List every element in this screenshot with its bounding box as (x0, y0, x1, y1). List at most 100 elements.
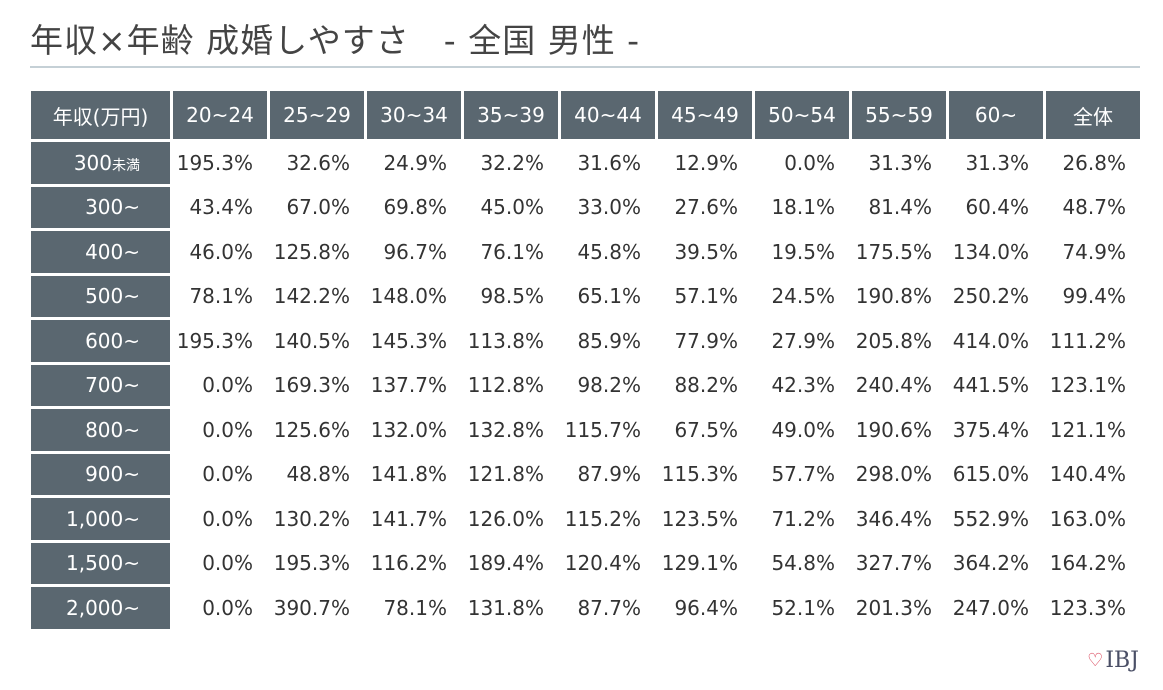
table-cell: 48.7% (1046, 186, 1140, 228)
table-cell: 364.2% (949, 542, 1043, 584)
column-header: 50~54 (755, 91, 849, 139)
row-header: 400~ (31, 231, 170, 273)
heart-icon: ♡ (1087, 650, 1104, 671)
row-header: 600~ (31, 320, 170, 362)
table-row: 600~ 195.3% 140.5% 145.3% 113.8% 85.9% 77.9% 27… (31, 320, 1140, 362)
table-cell: 615.0% (949, 453, 1043, 495)
table-cell: 27.9% (755, 320, 849, 362)
table-cell: 552.9% (949, 498, 1043, 540)
table-cell: 0.0% (173, 542, 267, 584)
table-cell: 32.2% (464, 142, 558, 184)
table-row: 1,000~ 0.0% 130.2% 141.7% 126.0% 115.2% 123.5%… (31, 498, 1140, 540)
table-cell: 132.8% (464, 409, 558, 451)
table-cell: 0.0% (173, 453, 267, 495)
table-row: 300未満 195.3% 32.6% 24.9% 32.2% 31.6% 12.9% 0.0%… (31, 142, 1140, 184)
table-cell: 414.0% (949, 320, 1043, 362)
table-cell: 148.0% (367, 275, 461, 317)
table-row: 1,500~ 0.0% 195.3% 116.2% 189.4% 120.4% 129.1%… (31, 542, 1140, 584)
table-cell: 27.6% (658, 186, 752, 228)
table-cell: 390.7% (270, 587, 364, 629)
table-cell: 71.2% (755, 498, 849, 540)
row-header: 300~ (31, 186, 170, 228)
row-label: 300 (73, 150, 112, 175)
table-cell: 327.7% (852, 542, 946, 584)
table-cell: 123.3% (1046, 587, 1140, 629)
table-cell: 169.3% (270, 364, 364, 406)
row-label: 400~ (85, 239, 140, 264)
table-cell: 45.0% (464, 186, 558, 228)
table-cell: 45.8% (561, 231, 655, 273)
table-cell: 131.8% (464, 587, 558, 629)
row-label: 600~ (85, 328, 140, 353)
data-table: 年収(万円) 20~24 25~29 30~34 35~39 40~44 45~49 50~… (28, 88, 1143, 632)
table-cell: 142.2% (270, 275, 364, 317)
column-header: 30~34 (367, 91, 461, 139)
table-cell: 141.7% (367, 498, 461, 540)
table-cell: 57.1% (658, 275, 752, 317)
table-cell: 126.0% (464, 498, 558, 540)
table-cell: 123.5% (658, 498, 752, 540)
table-cell: 19.5% (755, 231, 849, 273)
table-cell: 175.5% (852, 231, 946, 273)
table-cell: 52.1% (755, 587, 849, 629)
table-cell: 205.8% (852, 320, 946, 362)
table-cell: 201.3% (852, 587, 946, 629)
table-cell: 98.2% (561, 364, 655, 406)
table-cell: 123.1% (1046, 364, 1140, 406)
table-cell: 69.8% (367, 186, 461, 228)
table-cell: 33.0% (561, 186, 655, 228)
table-cell: 247.0% (949, 587, 1043, 629)
column-header: 20~24 (173, 91, 267, 139)
table-cell: 137.7% (367, 364, 461, 406)
table-cell: 0.0% (173, 409, 267, 451)
table-cell: 190.8% (852, 275, 946, 317)
chart-title: 年収×年齢 成婚しやすさ - 全国 男性 - (30, 21, 641, 60)
row-label: 300~ (85, 195, 140, 220)
column-header: 40~44 (561, 91, 655, 139)
table-cell: 87.9% (561, 453, 655, 495)
table-cell: 43.4% (173, 186, 267, 228)
column-header: 60~ (949, 91, 1043, 139)
table-cell: 60.4% (949, 186, 1043, 228)
row-header: 1,000~ (31, 498, 170, 540)
table-cell: 42.3% (755, 364, 849, 406)
row-label-suffix: 未満 (112, 157, 140, 174)
table-cell: 195.3% (173, 320, 267, 362)
table-cell: 113.8% (464, 320, 558, 362)
table-cell: 195.3% (270, 542, 364, 584)
column-header: 55~59 (852, 91, 946, 139)
title-divider (30, 66, 1140, 68)
row-label: 800~ (85, 417, 140, 442)
logo-text: IBJ (1105, 648, 1139, 673)
table-row: 900~ 0.0% 48.8% 141.8% 121.8% 87.9% 115.3% 57.7… (31, 453, 1140, 495)
table-row: 400~ 46.0% 125.8% 96.7% 76.1% 45.8% 39.5% 19.5%… (31, 231, 1140, 273)
table-cell: 76.1% (464, 231, 558, 273)
table-cell: 346.4% (852, 498, 946, 540)
ibj-logo: ♡ IBJ (1087, 648, 1139, 673)
table-cell: 115.7% (561, 409, 655, 451)
table-row: 500~ 78.1% 142.2% 148.0% 98.5% 65.1% 57.1% 24.5… (31, 275, 1140, 317)
column-header: 25~29 (270, 91, 364, 139)
table-cell: 49.0% (755, 409, 849, 451)
row-header: 700~ (31, 364, 170, 406)
column-header: 45~49 (658, 91, 752, 139)
table-cell: 130.2% (270, 498, 364, 540)
table-cell: 375.4% (949, 409, 1043, 451)
table-cell: 67.5% (658, 409, 752, 451)
table-cell: 250.2% (949, 275, 1043, 317)
table-cell: 195.3% (173, 142, 267, 184)
table-cell: 134.0% (949, 231, 1043, 273)
table-cell: 115.3% (658, 453, 752, 495)
table-cell: 78.1% (173, 275, 267, 317)
table-cell: 85.9% (561, 320, 655, 362)
table-cell: 0.0% (173, 498, 267, 540)
table-cell: 141.8% (367, 453, 461, 495)
table-row: 700~ 0.0% 169.3% 137.7% 112.8% 98.2% 88.2% 42.3… (31, 364, 1140, 406)
corner-header: 年収(万円) (31, 91, 170, 139)
table-cell: 0.0% (173, 364, 267, 406)
table-cell: 24.9% (367, 142, 461, 184)
table-cell: 57.7% (755, 453, 849, 495)
table-cell: 46.0% (173, 231, 267, 273)
table-cell: 24.5% (755, 275, 849, 317)
table-row: 300~ 43.4% 67.0% 69.8% 45.0% 33.0% 27.6% 18.1% 8… (31, 186, 1140, 228)
